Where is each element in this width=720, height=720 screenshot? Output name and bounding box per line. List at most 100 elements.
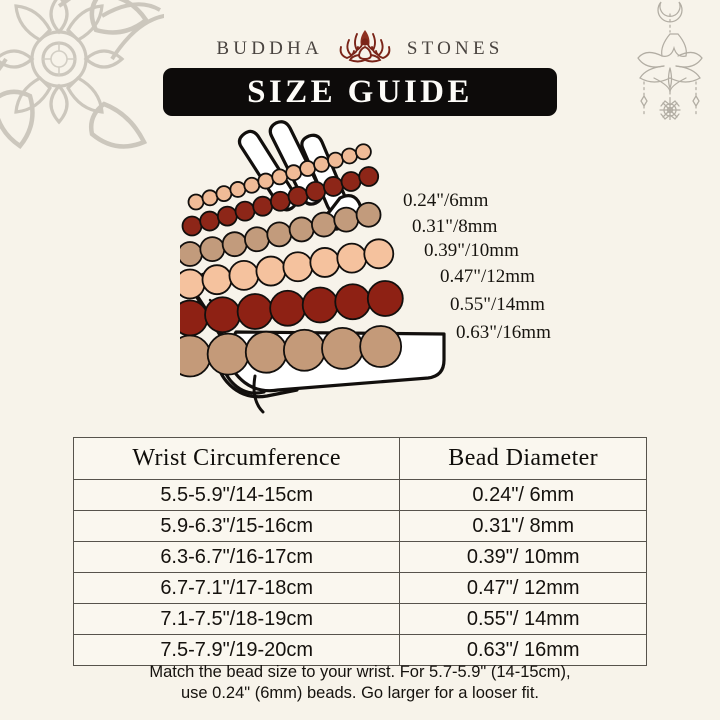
callout-12mm: 0.47"/12mm <box>440 266 535 287</box>
table-row: 6.3-6.7"/16-17cm 0.39"/ 10mm <box>72 541 647 573</box>
table-row: 5.9-6.3"/15-16cm 0.31"/ 8mm <box>72 510 647 542</box>
bracelet-row-0-24--6mm <box>187 143 372 211</box>
bead <box>354 143 372 161</box>
cell-wrist: 5.9-6.3"/15-16cm <box>72 510 401 542</box>
bead <box>199 236 226 262</box>
bead <box>201 189 219 207</box>
brand-word-right: STONES <box>406 37 504 59</box>
bead <box>201 264 233 296</box>
bead <box>229 181 247 198</box>
bead <box>309 247 341 278</box>
callout-6mm: 0.24"/6mm <box>403 190 489 211</box>
bead <box>206 332 250 376</box>
table-row: 5.5-5.9"/14-15cm 0.24"/ 6mm <box>72 479 647 511</box>
bead <box>204 296 241 334</box>
hand-bracelet-illustration <box>0 118 720 418</box>
bead <box>269 190 291 212</box>
bead <box>301 286 339 324</box>
bead <box>252 195 274 217</box>
bead <box>313 155 330 173</box>
header-wrist-circumference: Wrist Circumference <box>72 437 401 480</box>
bead <box>334 283 372 321</box>
bead <box>269 289 307 327</box>
bead <box>333 206 360 233</box>
callout-8mm: 0.31"/8mm <box>412 216 498 237</box>
cell-wrist: 6.7-7.1"/17-18cm <box>72 572 401 604</box>
brand-word-left: BUDDHA <box>216 37 323 59</box>
cell-bead: 0.47"/ 12mm <box>399 572 647 604</box>
bead <box>359 325 403 368</box>
bead <box>271 168 289 186</box>
bead <box>236 293 274 330</box>
bracelet-row-0-47--12mm <box>180 238 395 300</box>
title-banner: SIZE GUIDE <box>163 68 557 116</box>
bead <box>287 185 309 207</box>
bead <box>255 255 287 287</box>
bracelet-row-0-31--8mm <box>181 166 380 237</box>
cell-bead: 0.39"/ 10mm <box>399 541 647 573</box>
bracelet-row-0-55--14mm <box>180 280 404 337</box>
brand-header: BUDDHA STONES <box>0 26 720 71</box>
bead <box>266 221 293 248</box>
cell-bead: 0.55"/ 14mm <box>399 603 647 635</box>
bead <box>285 164 303 182</box>
cell-bead: 0.31"/ 8mm <box>399 510 647 542</box>
bead <box>321 326 364 370</box>
cell-bead: 0.63"/ 16mm <box>399 634 647 666</box>
bead <box>180 268 206 300</box>
callout-16mm: 0.63"/16mm <box>456 322 551 343</box>
bead <box>327 151 344 169</box>
bead <box>180 241 203 267</box>
table-header-row: Wrist Circumference Bead Diameter <box>72 437 647 480</box>
cell-wrist: 7.1-7.5"/18-19cm <box>72 603 401 635</box>
table-body: 5.5-5.9"/14-15cm 0.24"/ 6mm 5.9-6.3"/15-16… <box>72 479 647 666</box>
bead <box>336 242 368 274</box>
bead <box>282 251 314 283</box>
bead <box>180 334 212 378</box>
table-row: 7.5-7.9"/19-20cm 0.63"/ 16mm <box>72 634 647 666</box>
bead <box>355 201 382 228</box>
bead <box>216 205 238 227</box>
bead <box>181 215 203 237</box>
bead <box>180 299 209 337</box>
footer-line-1: Match the bead size to your wrist. For 5… <box>149 663 571 681</box>
bead <box>282 328 326 372</box>
bead <box>243 176 261 194</box>
bracelet-row-0-63--16mm <box>180 325 403 378</box>
finger-gap-line <box>252 374 265 414</box>
bead <box>305 180 327 202</box>
table-row: 6.7-7.1"/17-18cm 0.47"/ 12mm <box>72 572 647 604</box>
bead <box>228 259 260 291</box>
bead <box>288 216 315 243</box>
callout-14mm: 0.55"/14mm <box>450 294 545 315</box>
cell-wrist: 6.3-6.7"/16-17cm <box>72 541 401 573</box>
bead <box>221 231 248 258</box>
bead <box>340 171 362 192</box>
cell-wrist: 5.5-5.9"/14-15cm <box>72 479 401 511</box>
bracelet-row-0-39--10mm <box>180 201 382 267</box>
lotus-hanging-ornament-icon <box>624 0 716 125</box>
bead <box>299 160 317 177</box>
bead <box>366 280 404 317</box>
bead <box>358 166 380 187</box>
bead <box>341 147 358 165</box>
bead <box>363 238 395 270</box>
header-bead-diameter: Bead Diameter <box>399 437 647 480</box>
bead <box>234 200 256 222</box>
cell-wrist: 7.5-7.9"/19-20cm <box>72 634 401 666</box>
bead <box>215 185 233 203</box>
bead <box>311 211 337 238</box>
bead <box>257 172 275 190</box>
footer-note: Match the bead size to your wrist. For 5… <box>60 662 660 704</box>
bead <box>322 176 344 197</box>
table-row: 7.1-7.5"/18-19cm 0.55"/ 14mm <box>72 603 647 635</box>
bead <box>244 330 288 374</box>
bead <box>199 210 221 232</box>
bead <box>187 193 205 211</box>
page-title: SIZE GUIDE <box>247 73 473 110</box>
cell-bead: 0.24"/ 6mm <box>399 479 647 511</box>
bracelet-layers <box>180 143 404 378</box>
bead <box>244 226 270 253</box>
lotus-meditation-logo-icon <box>337 26 393 71</box>
